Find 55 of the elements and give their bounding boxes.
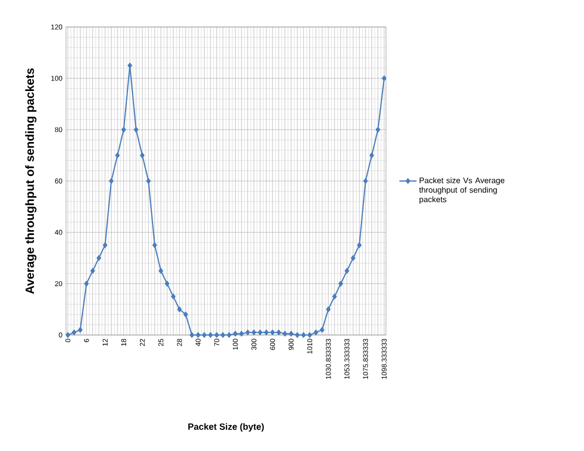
point [171, 294, 176, 300]
point [314, 330, 318, 336]
point [270, 330, 275, 336]
point [376, 126, 380, 132]
point [177, 306, 182, 312]
y-axis-title: Average throughput of sending packets [25, 68, 36, 294]
point [202, 332, 207, 338]
point [264, 330, 269, 336]
point [295, 332, 300, 338]
point [96, 255, 102, 261]
point [66, 332, 70, 338]
point [332, 294, 337, 300]
point [226, 332, 232, 338]
legend-label: Packet size Vs Average throughput of sending packets [419, 177, 504, 204]
point [307, 332, 312, 338]
point [152, 242, 157, 248]
point [252, 330, 256, 336]
point [140, 152, 145, 158]
point [233, 330, 238, 337]
point [258, 330, 262, 336]
point [220, 332, 226, 338]
point [183, 312, 188, 318]
point [301, 332, 306, 338]
x-axis-title: Packet Size (byte) [188, 423, 264, 432]
point [288, 330, 294, 337]
point [239, 330, 244, 337]
point [196, 332, 200, 338]
point [245, 330, 250, 336]
point [382, 76, 386, 82]
point [320, 327, 324, 333]
point [90, 268, 95, 274]
point [128, 62, 132, 68]
point [363, 178, 368, 184]
point [344, 268, 350, 274]
point [121, 126, 126, 132]
point [146, 178, 151, 184]
point [326, 306, 331, 312]
point [72, 330, 76, 336]
point [214, 332, 219, 338]
point [208, 332, 213, 338]
point [115, 152, 120, 158]
point [350, 255, 356, 261]
point [357, 242, 362, 248]
point [282, 330, 288, 337]
point [276, 330, 281, 336]
point [338, 280, 343, 286]
point [109, 178, 114, 184]
point [164, 280, 170, 286]
point [102, 242, 108, 248]
point [78, 327, 83, 333]
point [84, 280, 89, 286]
point [134, 126, 138, 132]
point [369, 152, 374, 158]
point [190, 332, 194, 338]
point [158, 268, 164, 274]
